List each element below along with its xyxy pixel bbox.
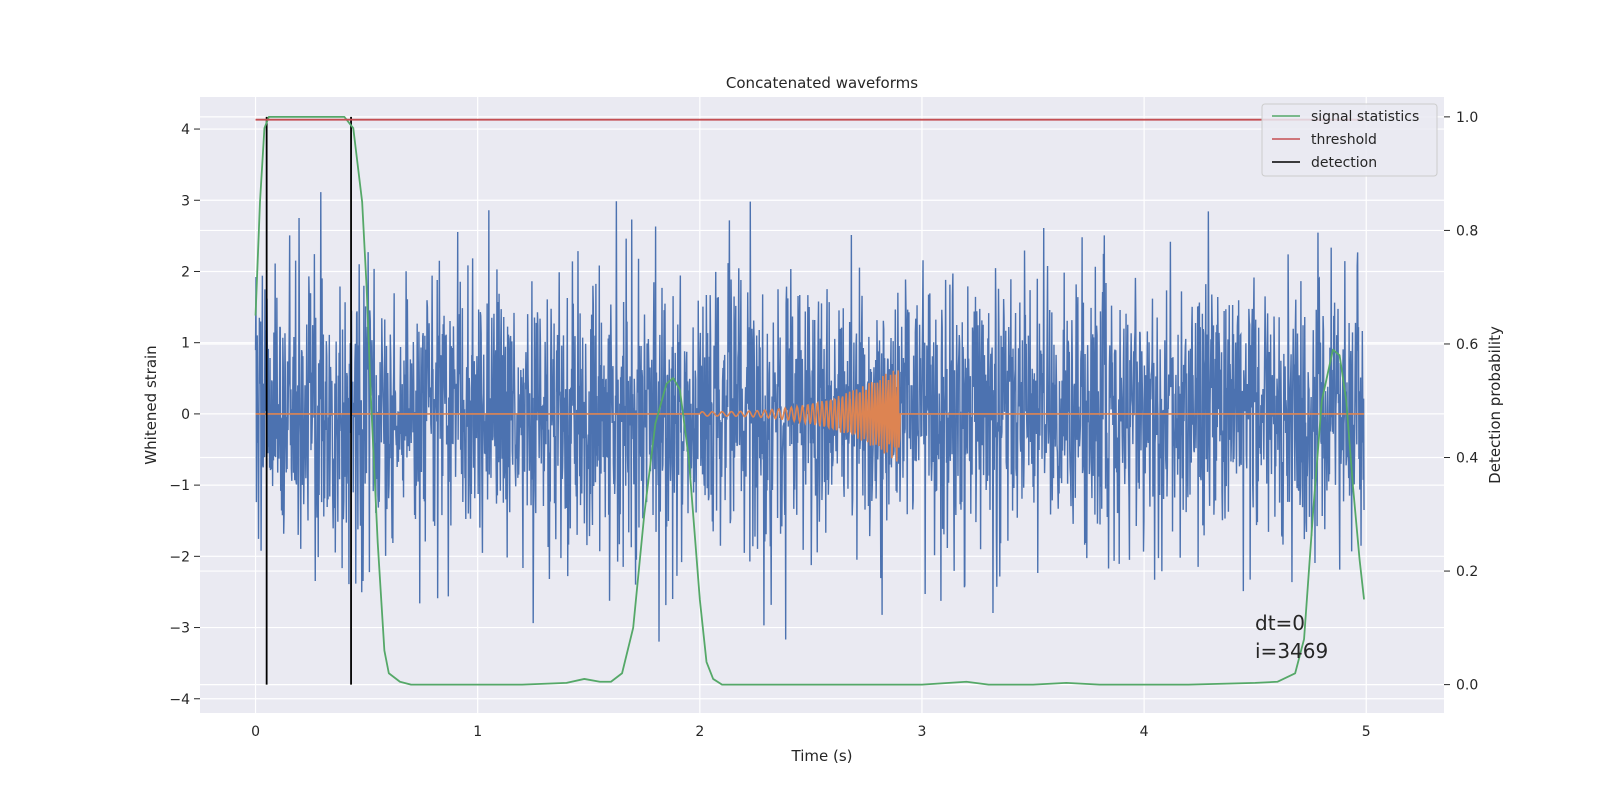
y-right-axis-label: Detection probability bbox=[1486, 326, 1504, 484]
y-right-tick-label: 0.0 bbox=[1456, 678, 1478, 694]
annotation-i: i=3469 bbox=[1255, 639, 1328, 663]
waveform-series bbox=[255, 370, 1365, 462]
y-tick-label: −2 bbox=[169, 549, 190, 565]
y-right-tick-label: 0.4 bbox=[1456, 451, 1478, 467]
legend-label-detection: detection bbox=[1311, 155, 1377, 171]
y-tick-label: 2 bbox=[181, 264, 190, 280]
y-tick-label: 0 bbox=[181, 407, 190, 423]
legend: signal statistics threshold detection bbox=[1261, 103, 1438, 177]
y-tick-label: −4 bbox=[169, 692, 190, 708]
strain-noise-series bbox=[254, 192, 1365, 642]
overlay-series bbox=[254, 115, 1365, 686]
ticks: 0 1 2 3 4 5 −4 −3 −2 −1 0 1 2 3 4 0.0 0.2 0.4 0.6 0.8 1.0 bbox=[169, 110, 1478, 740]
y-tick-label: −1 bbox=[169, 478, 190, 494]
x-axis-label: Time (s) bbox=[791, 747, 853, 765]
y-tick-label: 4 bbox=[181, 122, 190, 138]
y-right-tick-label: 0.8 bbox=[1456, 223, 1478, 239]
x-tick-label: 5 bbox=[1362, 724, 1371, 740]
x-tick-label: 2 bbox=[695, 724, 704, 740]
legend-box bbox=[1261, 103, 1438, 177]
y-right-tick-label: 0.2 bbox=[1456, 564, 1478, 580]
x-tick-label: 0 bbox=[251, 724, 260, 740]
y-right-tick-label: 1.0 bbox=[1456, 110, 1478, 126]
y-axis-label: Whitened strain bbox=[142, 345, 160, 464]
y-right-tick-label: 0.6 bbox=[1456, 337, 1478, 353]
legend-label-threshold: threshold bbox=[1311, 132, 1377, 148]
y-tick-label: 1 bbox=[181, 336, 190, 352]
waveform-line bbox=[255, 370, 1365, 462]
legend-label-signal-statistics: signal statistics bbox=[1311, 109, 1419, 125]
signal-statistics-line bbox=[254, 115, 1365, 686]
chart-title: Concatenated waveforms bbox=[726, 74, 918, 92]
x-tick-label: 4 bbox=[1140, 724, 1149, 740]
y-tick-label: −3 bbox=[169, 621, 190, 637]
y-tick-label: 3 bbox=[181, 193, 190, 209]
x-tick-label: 3 bbox=[918, 724, 927, 740]
annotation-dt: dt=0 bbox=[1255, 611, 1305, 635]
strain-noise-line bbox=[254, 192, 1365, 642]
x-tick-label: 1 bbox=[473, 724, 482, 740]
